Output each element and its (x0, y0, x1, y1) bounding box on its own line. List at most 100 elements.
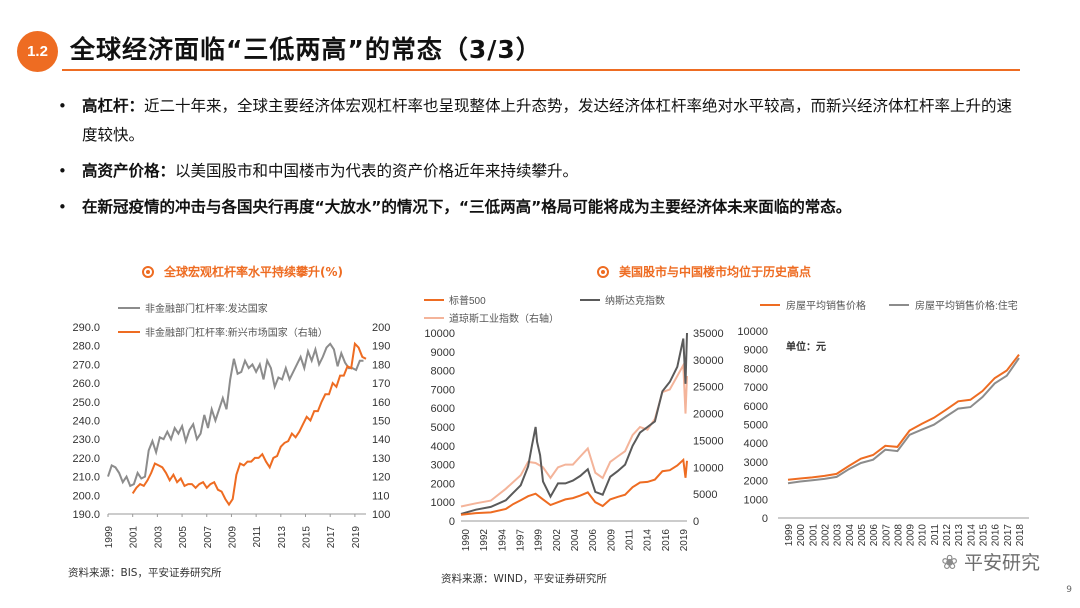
y-tick-label: 10000 (737, 326, 768, 338)
series-line (107, 342, 364, 488)
series-line (460, 361, 688, 508)
page-title: 全球经济面临“三低两高”的常态（3/3） (70, 35, 542, 64)
y-tick-label: 8000 (744, 363, 768, 375)
y-tick-label: 4000 (431, 441, 455, 453)
x-tick-label: 1990 (461, 529, 472, 552)
watermark: ❀ 平安研究 (941, 548, 1040, 575)
legend-label: 道琼斯工业指数（右轴） (449, 312, 559, 325)
x-tick-label: 2001 (129, 526, 140, 549)
y-tick-label: 5000 (744, 420, 768, 432)
wechat-icon: ❀ (941, 549, 958, 574)
y-tick-label: 1000 (744, 494, 768, 506)
x-tick-label: 2005 (178, 526, 189, 549)
legend-label: 非金融部门杠杆率:新兴市场国家（右轴） (145, 326, 328, 339)
x-tick-label: 2009 (227, 526, 238, 549)
y-tick-label: 190.0 (72, 509, 100, 521)
y2-tick-label: 170 (372, 378, 390, 390)
legend-label: 非金融部门杠杆率:发达国家 (145, 302, 268, 315)
y2-tick-label: 130 (372, 453, 390, 465)
y2-tick-label: 200 (372, 322, 390, 334)
x-tick-label: 2008 (893, 524, 904, 547)
bullet-dot: • (58, 97, 67, 115)
y2-tick-label: 110 (372, 490, 390, 502)
y-tick-label: 6000 (431, 403, 455, 415)
x-tick-label: 2015 (979, 524, 990, 547)
x-tick-label: 2009 (606, 529, 617, 552)
right-source-note: 资料来源：WIND，平安证券研究所 (441, 573, 607, 585)
left-chart-title-text: 全球宏观杠杆率水平持续攀升(%) (164, 265, 343, 279)
x-tick-label: 2004 (845, 524, 856, 547)
y-tick-label: 1000 (431, 497, 455, 509)
y2-tick-label: 10000 (693, 462, 724, 474)
x-tick-label: 2013 (954, 524, 965, 547)
series-line (460, 457, 688, 516)
y-tick-label: 2000 (744, 476, 768, 488)
x-tick-label: 2015 (302, 526, 313, 549)
y2-tick-label: 190 (372, 341, 390, 353)
x-tick-label: 2001 (808, 524, 819, 547)
y2-tick-label: 30000 (693, 355, 724, 367)
x-tick-label: 1999 (784, 524, 795, 547)
y2-tick-label: 180 (372, 359, 390, 371)
target-icon (142, 265, 154, 278)
x-tick-label: 2016 (991, 524, 1002, 547)
y-tick-label: 0 (762, 513, 768, 525)
section-number: 1.2 (27, 43, 48, 60)
legend-label: 纳斯达克指数 (605, 294, 665, 307)
series-line (787, 357, 1020, 485)
right-chart-title: 美国股市与中国楼市均位于历史高点 (597, 263, 811, 280)
y2-tick-label: 0 (693, 516, 699, 528)
y-tick-label: 3000 (431, 460, 455, 472)
x-tick-label: 2007 (881, 524, 892, 547)
x-tick-label: 2003 (153, 526, 164, 549)
x-tick-label: 1999 (534, 529, 545, 552)
left-chart-title: 全球宏观杠杆率水平持续攀升(%) (142, 263, 343, 280)
x-tick-label: 2000 (796, 524, 807, 547)
x-tick-label: 2006 (869, 524, 880, 547)
unit-annotation: 单位：元 (786, 340, 826, 353)
x-tick-label: 2010 (918, 524, 929, 547)
y2-tick-label: 160 (372, 397, 390, 409)
x-tick-label: 2019 (679, 529, 690, 552)
y-tick-label: 290.0 (72, 322, 100, 334)
legend-label: 房屋平均销售价格 (786, 299, 866, 312)
x-tick-label: 2005 (857, 524, 868, 547)
bullet-dot: • (58, 198, 67, 216)
x-tick-label: 2018 (1015, 524, 1026, 547)
y-tick-label: 10000 (424, 328, 455, 340)
series-line (460, 332, 688, 515)
y-tick-label: 270.0 (72, 359, 100, 371)
x-tick-label: 2003 (833, 524, 844, 547)
y-tick-label: 280.0 (72, 341, 100, 353)
y-tick-label: 4000 (744, 438, 768, 450)
right-chart-title-text: 美国股市与中国楼市均位于历史高点 (619, 265, 812, 279)
bullet-term: 高杠杆： (82, 97, 145, 115)
y-tick-label: 240.0 (72, 416, 100, 428)
bullet-item: • 高杠杆：近二十年来，全球主要经济体宏观杠杆率也呈现整体上升态势，发达经济体杠… (56, 92, 1016, 150)
series-line (131, 341, 367, 507)
x-tick-label: 2004 (570, 529, 581, 552)
y-tick-label: 0 (449, 516, 455, 528)
y-tick-label: 6000 (744, 401, 768, 413)
x-tick-label: 1992 (479, 529, 490, 552)
legend-label: 房屋平均销售价格:住宅 (915, 299, 1018, 312)
y2-tick-label: 100 (372, 509, 390, 521)
x-tick-label: 2014 (643, 529, 654, 552)
legend-label: 标普500 (449, 294, 486, 307)
x-tick-label: 2006 (588, 529, 599, 552)
y2-tick-label: 120 (372, 472, 390, 484)
x-tick-label: 2002 (820, 524, 831, 547)
bullet-text: 近二十年来，全球主要经济体宏观杠杆率也呈现整体上升态势，发达经济体杠杆率绝对水平… (82, 97, 1013, 144)
page-number: 9 (1066, 585, 1072, 595)
bullet-dot: • (58, 162, 67, 180)
x-tick-label: 2002 (552, 529, 563, 552)
x-tick-label: 2013 (277, 526, 288, 549)
x-tick-label: 2011 (930, 524, 941, 546)
y-tick-label: 3000 (744, 457, 768, 469)
x-tick-label: 2016 (661, 529, 672, 552)
x-tick-label: 2017 (326, 526, 337, 549)
y-tick-label: 7000 (744, 382, 768, 394)
x-tick-label: 1994 (497, 529, 508, 552)
